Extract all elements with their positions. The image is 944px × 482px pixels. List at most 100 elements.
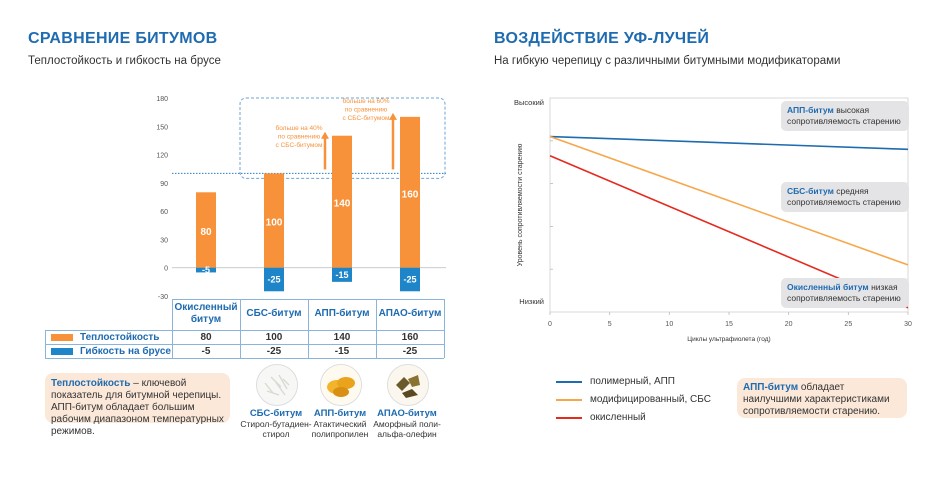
heat-value-label: 160 (402, 189, 419, 200)
heat-resistance-note: Теплостойкость – ключевой показатель для… (45, 373, 230, 437)
increase-annotation: больше на 40% по сравнению с СБС-битумом (275, 124, 323, 149)
annotation-line: по сравнению (278, 134, 320, 141)
series-line-app (549, 135, 909, 151)
y-tick-label: 120 (156, 153, 168, 160)
left-title: СРАВНЕНИЕ БИТУМОВ (28, 30, 218, 47)
legend-label: полимерный, АПП (590, 376, 675, 387)
callout-bold: Окисленный битум (787, 282, 869, 292)
x-tick-label: 15 (725, 321, 733, 328)
table-cell: 140 (333, 331, 351, 343)
table-cell: -5 (201, 345, 211, 357)
table-border-row1 (45, 330, 444, 331)
table-header-cell: АПАО-битум (378, 308, 442, 319)
heat-value-label: 80 (200, 227, 212, 238)
material-desc: Стирол-бутадиен-стирол (240, 419, 312, 439)
annotation-line: больше на 40% (275, 124, 322, 132)
callout-app: АПП-битум высокая сопротивляемость старе… (781, 101, 909, 131)
legend-label: окисленный (590, 412, 646, 423)
increase-arrow-head (321, 131, 329, 139)
table-header-cell: Окисленный битум (174, 302, 238, 325)
legend-item-app: полимерный, АПП (556, 376, 675, 387)
right-title: ВОЗДЕЙСТВИЕ УФ-ЛУЧЕЙ (494, 30, 710, 47)
x-tick-label: 20 (785, 321, 793, 328)
table-border-bottom (45, 358, 444, 359)
table-header-cell: СБС-битум (246, 308, 302, 319)
y-tick-label: 30 (160, 237, 168, 244)
heat-value-label: 140 (334, 199, 351, 210)
x-tick-label: 10 (665, 321, 673, 328)
flex-bar (196, 267, 216, 273)
sbs-granules-icon (256, 364, 298, 406)
flex-bar (264, 267, 284, 292)
table-col-divider (376, 299, 377, 358)
table-cell: 100 (265, 331, 283, 343)
heat-bar (400, 116, 420, 268)
callout-text: высокая сопротивляемость старению (787, 105, 901, 126)
y-tick-label: 90 (160, 181, 168, 188)
annotation-line: с СБС-битумом (276, 141, 323, 149)
y-tick-label: -30 (158, 294, 168, 300)
annotation-line: больше на 60% (342, 97, 389, 105)
left-subtitle: Теплостойкость и гибкость на брусе (28, 55, 221, 67)
right-subtitle: На гибкую черепицу с различными битумным… (494, 55, 841, 67)
heat-swatch (51, 334, 73, 341)
y-tick-label: 60 (160, 209, 168, 216)
app-pellets-icon-art (321, 365, 361, 405)
y-tick-label: 0 (164, 266, 168, 273)
legend-item-oxidized: окисленный (556, 412, 646, 423)
annotation-line: по сравнению (345, 107, 387, 114)
table-col-divider (172, 299, 173, 358)
note-bold-term: АПП-битум (743, 382, 799, 393)
flex-value-label: -15 (335, 270, 348, 280)
callout-oxidized: Окисленный битум низкая сопротивляемость… (781, 278, 909, 308)
table-border-row2 (45, 344, 444, 345)
callout-bold: СБС-битум (787, 186, 834, 196)
callout-bold: АПП-битум (787, 105, 834, 115)
material-desc: Аморфный поли-альфа-олефин (373, 419, 441, 439)
x-tick-label: 5 (608, 321, 612, 328)
bar-chart: -30 0 30 60 90 120 150 180 80 -5 100 -25 140 -15 160 -2… (156, 96, 446, 300)
annotation-line: с СБС-битумом (343, 114, 390, 122)
flex-value-label: -25 (267, 275, 280, 285)
y-axis-title: Уровень сопротивляемости старению (517, 144, 524, 267)
y-top-label: Высокий (514, 98, 544, 107)
material-name: СБС-битум (249, 408, 303, 419)
table-col-divider (444, 299, 445, 358)
legend-item-sbs: модифицированный, СБС (556, 394, 711, 405)
callout-text: низкая сопротивляемость старению (787, 282, 901, 303)
aging-note: АПП-битум обладает наилучшими характерис… (737, 378, 907, 418)
increase-annotation: больше на 60% по сравнению с СБС-битумом (342, 97, 390, 122)
heat-bar (332, 135, 352, 268)
flex-bar (400, 267, 420, 292)
table-col-divider (240, 299, 241, 358)
table-left-border (45, 330, 46, 358)
series-line-sbs (549, 135, 909, 266)
table-row-label: Теплостойкость (80, 331, 160, 343)
x-axis-title: Циклы ультрафиолета (год) (687, 336, 770, 343)
table-cell: -25 (402, 345, 418, 357)
x-tick-label: 0 (548, 321, 552, 328)
heat-bar (264, 173, 284, 268)
note-bold-term: Теплостойкость (51, 378, 131, 389)
heat-bar (196, 192, 216, 268)
x-tick-label: 25 (844, 321, 852, 328)
note-text: – ключевой показатель для битумной череп… (51, 378, 224, 437)
note-text: обладает наилучшими характеристиками соп… (743, 382, 890, 417)
y-bottom-label: Низкий (519, 297, 544, 306)
material-name: АПАО-битум (377, 408, 437, 419)
flex-swatch (51, 348, 73, 355)
callout-text: средняя сопротивляемость старению (787, 186, 901, 207)
legend-line-oxidized (556, 416, 582, 419)
app-pellets-icon (320, 364, 362, 406)
apao-chunks-icon-art (388, 365, 428, 405)
x-tick-label: 30 (904, 321, 912, 328)
increase-arrow-head (389, 112, 397, 120)
material-desc: Атактический полипропилен (311, 419, 369, 439)
sbs-granules-icon-art (257, 365, 297, 405)
legend-line-sbs (556, 398, 582, 401)
table-cell: -15 (334, 345, 350, 357)
y-tick-label: 180 (156, 96, 168, 103)
table-header-cell: АПП-битум (314, 308, 370, 319)
material-label-app: АПП-битум Атактический полипропилен (295, 408, 385, 440)
flex-bar (332, 267, 352, 282)
